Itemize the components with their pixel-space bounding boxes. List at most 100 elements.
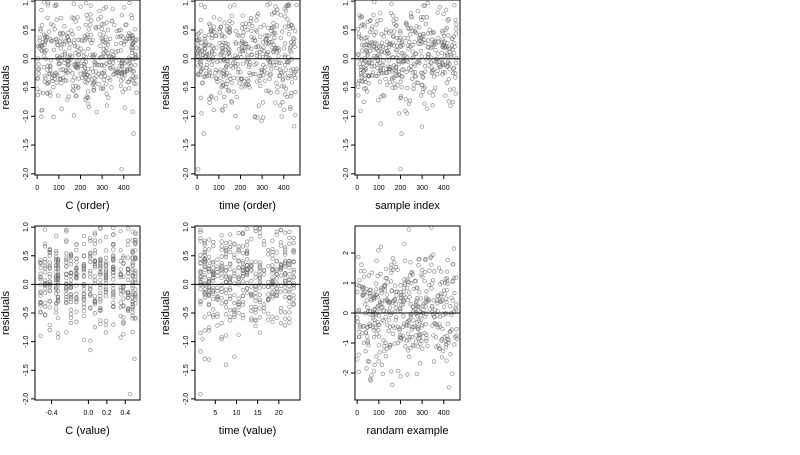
data-point — [424, 289, 429, 294]
data-point — [130, 263, 135, 268]
data-point — [445, 257, 450, 263]
data-point — [283, 244, 288, 250]
data-point — [254, 53, 259, 58]
data-point — [195, 52, 200, 57]
data-point — [110, 49, 115, 54]
data-point — [433, 335, 439, 340]
data-point — [405, 59, 410, 64]
data-point — [436, 51, 441, 56]
data-point — [416, 332, 421, 337]
data-point — [235, 70, 241, 75]
y-tick-label: 0.0 — [23, 54, 30, 64]
x-tick-label: 300 — [416, 185, 428, 192]
data-point — [198, 17, 203, 23]
data-point — [227, 308, 233, 313]
data-point — [213, 70, 218, 75]
data-point — [111, 254, 116, 259]
data-point — [36, 67, 41, 72]
data-point — [412, 307, 417, 312]
data-point — [278, 321, 284, 326]
data-point — [202, 46, 208, 52]
data-point — [420, 83, 425, 88]
data-point — [388, 10, 394, 16]
y-tick-label: 0 — [343, 311, 350, 315]
data-point — [54, 285, 59, 291]
data-point — [453, 275, 459, 280]
data-point — [92, 59, 97, 65]
data-point — [102, 63, 107, 68]
data-point — [448, 103, 453, 108]
data-point — [367, 73, 372, 79]
data-point — [274, 281, 279, 286]
data-point — [371, 369, 377, 374]
data-point — [112, 22, 117, 28]
data-point — [289, 80, 295, 85]
data-point — [92, 281, 98, 286]
data-point — [268, 72, 274, 77]
data-point — [405, 55, 410, 60]
data-points — [35, 0, 139, 172]
data-point — [385, 346, 390, 351]
data-point — [389, 270, 394, 275]
data-point — [398, 374, 403, 379]
data-point — [257, 292, 262, 297]
data-point — [413, 30, 419, 36]
data-point — [98, 299, 103, 304]
data-point — [121, 255, 126, 261]
data-point — [206, 311, 212, 316]
data-point — [133, 268, 138, 273]
data-point — [260, 100, 266, 105]
data-point — [134, 90, 139, 95]
data-point — [389, 262, 394, 267]
data-point — [48, 63, 53, 68]
data-point — [195, 53, 201, 59]
data-point — [54, 53, 60, 59]
data-point — [230, 20, 235, 25]
data-point — [244, 239, 250, 244]
data-point — [206, 32, 212, 38]
data-point — [416, 41, 421, 46]
data-point — [266, 88, 271, 93]
y-tick-label: -1.0 — [23, 110, 30, 122]
data-point — [384, 292, 390, 297]
data-point — [42, 304, 48, 309]
data-point — [444, 80, 450, 85]
data-point — [431, 298, 436, 303]
data-point — [257, 264, 262, 270]
data-point — [365, 334, 370, 339]
x-tick-label: 10 — [233, 410, 241, 417]
data-point — [219, 271, 224, 276]
data-point — [287, 299, 292, 304]
data-point — [88, 274, 93, 280]
x-tick-label: 20 — [275, 410, 283, 417]
data-point — [211, 15, 217, 20]
data-point — [370, 24, 375, 29]
data-point — [272, 30, 278, 36]
data-point — [38, 271, 43, 276]
data-point — [405, 85, 410, 91]
data-point — [130, 229, 135, 234]
data-point — [372, 362, 377, 368]
data-point — [405, 331, 411, 336]
data-point — [74, 256, 79, 262]
data-point — [396, 61, 401, 67]
data-point — [364, 366, 369, 371]
data-point — [418, 38, 423, 43]
data-point — [266, 296, 271, 301]
data-point — [219, 268, 224, 273]
data-point — [378, 43, 384, 49]
data-point — [121, 315, 126, 320]
data-point — [365, 338, 370, 343]
data-point — [366, 273, 371, 278]
data-point — [120, 69, 125, 75]
data-point — [425, 38, 431, 43]
data-point — [244, 251, 250, 256]
data-point — [403, 344, 408, 349]
data-point — [227, 18, 232, 24]
data-point — [383, 275, 388, 281]
data-point — [409, 270, 414, 275]
data-point — [54, 249, 59, 254]
data-point — [92, 311, 98, 316]
data-point — [244, 271, 250, 276]
data-point — [270, 263, 275, 268]
